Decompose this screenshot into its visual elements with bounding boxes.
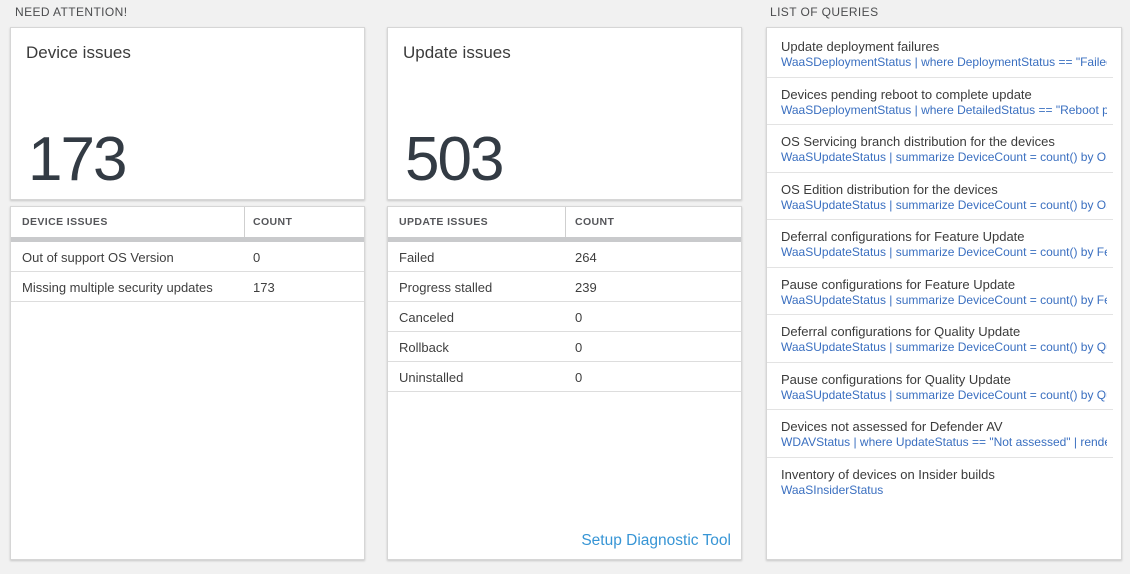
row-count: 0	[575, 309, 583, 325]
row-count: 0	[575, 369, 583, 385]
row-count: 239	[575, 279, 597, 295]
table-row[interactable]: Out of support OS Version 0	[11, 242, 364, 272]
table-row[interactable]: Uninstalled 0	[388, 362, 741, 392]
update-issues-count: 503	[405, 125, 504, 194]
query-code: WaaSUpdateStatus | summarize DeviceCount…	[781, 245, 1107, 259]
list-of-queries-panel: Update deployment failures WaaSDeploymen…	[766, 27, 1122, 560]
device-issues-column-header: DEVICE ISSUES	[22, 216, 108, 228]
query-title: Pause configurations for Feature Update	[781, 276, 1016, 292]
query-code: WaaSDeploymentStatus | where DetailedSta…	[781, 102, 1107, 117]
device-issues-table: DEVICE ISSUES COUNT Out of support OS Ve…	[10, 206, 365, 560]
query-item[interactable]: OS Servicing branch distribution for the…	[767, 125, 1113, 173]
query-code: WaaSDeploymentStatus | where DeploymentS…	[781, 55, 1107, 69]
column-divider	[244, 207, 245, 237]
query-title: Update deployment failures	[781, 39, 940, 54]
device-issues-tile-title: Device issues	[26, 43, 131, 62]
query-title: OS Edition distribution for the devices	[781, 181, 998, 197]
table-row[interactable]: Progress stalled 239	[388, 272, 741, 302]
query-item[interactable]: Inventory of devices on Insider builds W…	[767, 458, 1113, 506]
query-code: WaaSUpdateStatus | summarize DeviceCount…	[781, 292, 1107, 307]
query-item[interactable]: Deferral configurations for Quality Upda…	[767, 315, 1113, 363]
query-title: OS Servicing branch distribution for the…	[781, 134, 1055, 149]
row-label: Out of support OS Version	[22, 249, 174, 265]
row-label: Rollback	[399, 339, 449, 355]
header-separator-bar	[388, 237, 741, 242]
query-title: Devices pending reboot to complete updat…	[781, 86, 1032, 102]
device-issues-tile[interactable]: Device issues 173	[10, 27, 365, 200]
query-item[interactable]: Update deployment failures WaaSDeploymen…	[767, 30, 1113, 78]
query-item[interactable]: Devices not assessed for Defender AV WDA…	[767, 410, 1113, 458]
row-label: Uninstalled	[399, 369, 464, 385]
count-column-header: COUNT	[253, 216, 293, 228]
row-label: Missing multiple security updates	[22, 279, 213, 295]
column-divider	[565, 207, 566, 237]
query-title: Deferral configurations for Feature Upda…	[781, 229, 1025, 244]
query-title: Pause configurations for Quality Update	[781, 371, 1011, 387]
count-column-header: COUNT	[575, 216, 615, 228]
row-count: 0	[253, 249, 261, 265]
query-item[interactable]: Pause configurations for Quality Update …	[767, 363, 1113, 410]
table-row[interactable]: Failed 264	[388, 242, 741, 272]
query-title: Inventory of devices on Insider builds	[781, 466, 995, 482]
table-row[interactable]: Rollback 0	[388, 332, 741, 362]
row-count: 0	[575, 339, 583, 355]
device-issues-table-header: DEVICE ISSUES COUNT	[11, 207, 364, 237]
query-code: WDAVStatus | where UpdateStatus == "Not …	[781, 435, 1107, 449]
query-title: Devices not assessed for Defender AV	[781, 419, 1003, 434]
row-count: 173	[253, 279, 275, 295]
update-issues-tile-title: Update issues	[403, 43, 511, 62]
query-item[interactable]: Pause configurations for Feature Update …	[767, 268, 1113, 315]
row-label: Progress stalled	[399, 279, 493, 295]
device-issues-count: 173	[28, 125, 127, 194]
row-label: Failed	[399, 249, 435, 265]
update-issues-table-header: UPDATE ISSUES COUNT	[388, 207, 741, 237]
list-of-queries-section-title: LIST OF QUERIES	[770, 5, 879, 19]
query-title: Deferral configurations for Quality Upda…	[781, 324, 1021, 339]
row-count: 264	[575, 249, 597, 265]
update-issues-table: UPDATE ISSUES COUNT Failed 264 Progress …	[387, 206, 742, 560]
table-row[interactable]: Missing multiple security updates 173	[11, 272, 364, 302]
need-attention-section-title: NEED ATTENTION!	[15, 5, 128, 19]
query-code: WaaSUpdateStatus | summarize DeviceCount…	[781, 197, 1107, 212]
header-separator-bar	[11, 237, 364, 242]
setup-diagnostic-tool-link[interactable]: Setup Diagnostic Tool	[581, 532, 731, 549]
query-code: WaaSInsiderStatus	[781, 482, 884, 497]
query-item[interactable]: Deferral configurations for Feature Upda…	[767, 220, 1113, 268]
query-item[interactable]: Devices pending reboot to complete updat…	[767, 78, 1113, 125]
query-item[interactable]: OS Edition distribution for the devices …	[767, 173, 1113, 220]
query-code: WaaSUpdateStatus | summarize DeviceCount…	[781, 387, 1107, 402]
update-issues-column-header: UPDATE ISSUES	[399, 216, 489, 228]
table-row[interactable]: Canceled 0	[388, 302, 741, 332]
query-code: WaaSUpdateStatus | summarize DeviceCount…	[781, 340, 1107, 354]
update-issues-tile[interactable]: Update issues 503	[387, 27, 742, 200]
query-code: WaaSUpdateStatus | summarize DeviceCount…	[781, 150, 1107, 164]
row-label: Canceled	[399, 309, 454, 325]
